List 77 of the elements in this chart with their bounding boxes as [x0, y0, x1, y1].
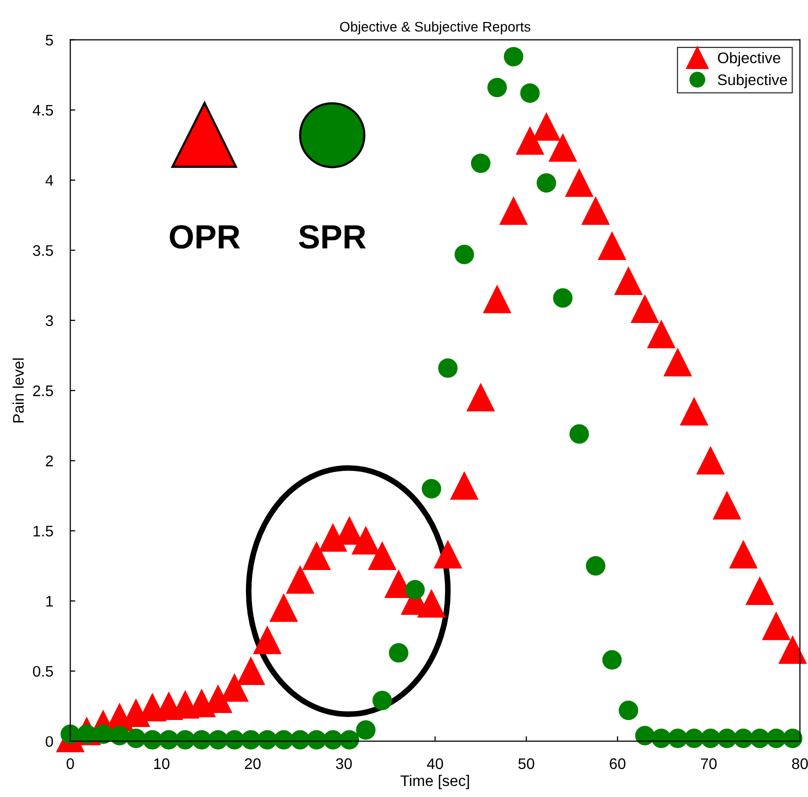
point [418, 590, 446, 618]
point [422, 479, 442, 498]
point [270, 594, 298, 622]
point [630, 295, 659, 324]
y-tick-label: 4 [45, 175, 54, 186]
y-tick-label: 0.5 [32, 666, 53, 677]
legend-label: Objective [718, 52, 780, 66]
point [553, 288, 573, 308]
point [340, 730, 360, 750]
x-tick-label: 40 [426, 758, 444, 770]
point [520, 83, 540, 103]
point [466, 384, 495, 412]
x-tick-label: 80 [792, 758, 808, 770]
annotation: OPR [170, 225, 240, 249]
y-tick-label: 1 [46, 596, 53, 606]
y-tick-label: 2 [46, 456, 53, 466]
point [680, 398, 708, 426]
point [782, 728, 802, 748]
point [253, 626, 282, 654]
point [536, 173, 556, 193]
x-tick-label: 20 [244, 758, 261, 770]
point [319, 524, 347, 552]
point [696, 446, 724, 475]
point [356, 720, 376, 740]
point [352, 526, 380, 555]
y-tick-label: 0 [46, 736, 54, 747]
point [516, 126, 544, 155]
x-tick-label: 70 [701, 758, 717, 770]
point [454, 244, 474, 264]
point [598, 232, 626, 260]
point [236, 657, 265, 685]
x-axis-title: Time [sec] [400, 774, 469, 790]
y-tick-label: 3 [46, 315, 53, 326]
point [729, 540, 758, 569]
point [405, 580, 425, 600]
x-tick-label: 60 [610, 758, 626, 770]
y-tick-label: 2.5 [33, 385, 53, 396]
point [159, 730, 179, 750]
point [302, 542, 330, 570]
point [500, 197, 528, 225]
y-tick-label: 3.5 [32, 245, 53, 256]
point [647, 320, 676, 348]
x-tick-label: 30 [336, 758, 352, 770]
point [565, 169, 594, 197]
y-tick-label: 5 [46, 34, 53, 46]
point [762, 612, 790, 640]
point [713, 492, 741, 520]
point [746, 577, 774, 606]
point [778, 636, 807, 664]
x-tick-label: 0 [66, 758, 74, 770]
y-axis-title: Pain level [12, 358, 24, 422]
annotation: SPR [298, 225, 366, 249]
point [618, 700, 638, 720]
point [483, 285, 512, 314]
point [569, 424, 589, 444]
point [434, 540, 462, 569]
x-tick-label: 10 [154, 758, 170, 770]
point [388, 643, 408, 663]
point [614, 267, 642, 296]
point [548, 134, 577, 162]
point [664, 348, 692, 376]
point [470, 154, 490, 174]
x-tick-label: 50 [518, 758, 534, 770]
point [450, 472, 478, 500]
y-tick-label: 4.5 [32, 105, 53, 116]
point [438, 358, 458, 378]
point [602, 650, 622, 670]
y-tick-label: 1.5 [34, 526, 53, 536]
point [582, 197, 610, 225]
point [372, 690, 392, 710]
point [586, 556, 606, 576]
point [286, 566, 314, 594]
legend-label: Subjective [718, 74, 788, 88]
point [368, 542, 396, 570]
point [504, 46, 524, 66]
point [487, 78, 507, 98]
chart-title: Objective & Subjective Reports [340, 21, 530, 34]
